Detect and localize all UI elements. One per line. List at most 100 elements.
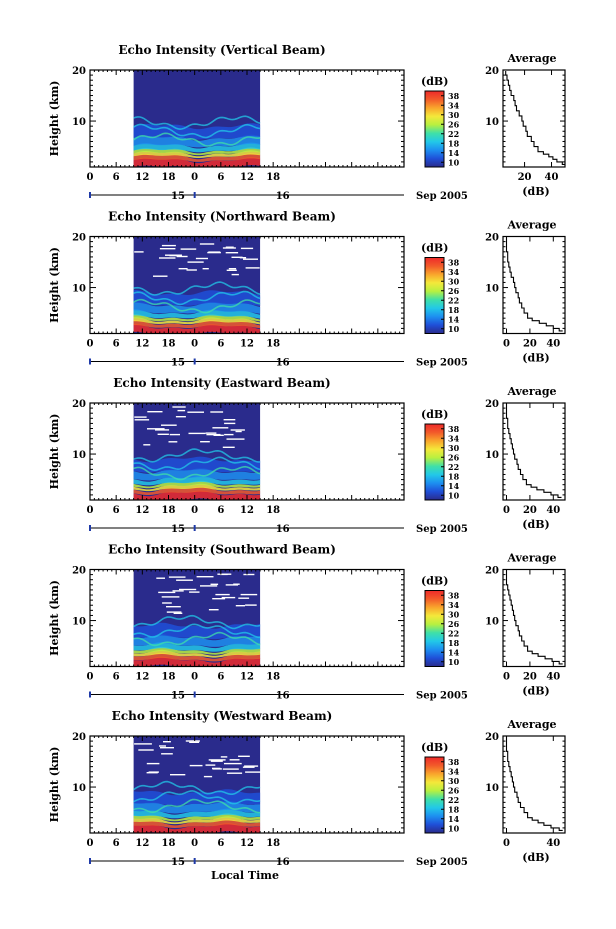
missing-data-mark: [222, 446, 235, 448]
missing-data-mark: [176, 255, 188, 258]
date-label: 16: [276, 358, 290, 369]
missing-data-mark: [238, 597, 250, 599]
x-tick-label: 12: [240, 838, 254, 849]
missing-data-mark: [134, 419, 150, 421]
missing-data-mark: [205, 432, 217, 434]
x-tick-label: 12: [135, 505, 149, 516]
date-suffix: Sep 2005: [416, 191, 468, 202]
date-label: 15: [171, 358, 185, 369]
date-label: 16: [276, 691, 290, 702]
missing-data-mark: [205, 764, 216, 766]
date-label: 15: [171, 524, 185, 535]
heatmap-layer: [133, 298, 261, 314]
missing-data-mark: [208, 609, 219, 611]
missing-data-mark: [240, 247, 254, 250]
missing-data-mark: [188, 432, 206, 435]
date-label: 16: [276, 857, 290, 868]
missing-data-mark: [199, 243, 215, 245]
heatmap-band: [133, 301, 261, 314]
x-tick-label: 6: [113, 339, 120, 350]
profile-title: Average: [506, 718, 556, 731]
profile-title: Average: [506, 385, 556, 398]
x-tick-label: 12: [135, 838, 149, 849]
profile-title: Average: [506, 219, 556, 232]
missing-data-mark: [179, 588, 197, 591]
colorbar-tick-label: 22: [448, 129, 459, 139]
profile-y-tick-label: 20: [485, 233, 499, 244]
colorbar: [424, 257, 445, 334]
profile-x-tick-label: 40: [546, 339, 560, 350]
missing-data-mark: [200, 585, 218, 587]
missing-data-mark: [226, 438, 245, 440]
missing-data-mark: [200, 441, 210, 443]
heatmap-band: [133, 147, 261, 156]
colorbar-tick-label: 26: [448, 286, 460, 296]
heatmap-band: [133, 314, 261, 322]
colorbar-tick-label: 30: [448, 609, 460, 619]
x-tick-label: 18: [266, 505, 280, 516]
heatmap-layer: [133, 123, 261, 139]
missing-data-mark: [176, 579, 193, 581]
heatmap-band: [133, 819, 261, 828]
heatmap-layer: [133, 456, 261, 472]
missing-data-mark: [245, 267, 260, 269]
missing-data-mark: [143, 444, 151, 446]
missing-data-mark: [231, 256, 243, 258]
colorbar-tick-label: 34: [448, 600, 460, 610]
heatmap-band: [133, 808, 261, 819]
missing-data-mark: [244, 765, 259, 767]
beam-panels: Echo Intensity (Vertical Beam) 10 20 Height…: [48, 43, 566, 868]
profile-frame: [502, 69, 566, 168]
profile-x-label: (dB): [522, 185, 549, 198]
heatmap-layer: [133, 290, 261, 306]
heatmap-layer: [133, 790, 261, 805]
x-tick-label: 0: [87, 339, 94, 350]
missing-data-mark: [212, 427, 229, 429]
missing-data-mark: [242, 766, 255, 768]
y-tick-label: 10: [72, 617, 86, 628]
colorbar-tick-label: 10: [448, 157, 460, 167]
heatmap-layer: [133, 448, 261, 463]
colorbar-tick-label: 38: [448, 91, 460, 101]
date-label: 16: [276, 191, 290, 202]
profile-line: [505, 570, 563, 665]
colorbar-tick-label: 38: [448, 257, 460, 267]
date-suffix: Sep 2005: [416, 524, 468, 535]
missing-data-mark: [243, 258, 258, 260]
missing-data-mark: [169, 433, 180, 436]
missing-data-mark: [189, 591, 200, 593]
x-tick-label: 0: [87, 505, 94, 516]
missing-data-mark: [161, 753, 173, 755]
heatmap-band: [133, 813, 261, 822]
heatmap-band: [133, 317, 261, 325]
missing-data-mark: [134, 416, 147, 418]
x-tick-label: 0: [87, 838, 94, 849]
missing-data-mark: [231, 273, 239, 276]
colorbar-tick-label: 38: [448, 590, 460, 600]
x-tick-label: 18: [162, 505, 176, 516]
colorbar: [424, 756, 445, 834]
colorbar-tick-label: 34: [448, 267, 460, 277]
x-tick-label: 18: [162, 838, 176, 849]
missing-data-mark: [210, 583, 219, 585]
profile-x-tick-label: 20: [523, 339, 537, 350]
heatmap-layer: [133, 281, 261, 296]
y-tick-label: 20: [72, 233, 86, 244]
missing-data-mark: [208, 759, 226, 761]
y-tick-label: 10: [72, 117, 86, 128]
missing-data-mark: [147, 411, 163, 413]
profile-x-tick-label: 0: [503, 505, 510, 516]
missing-data-mark: [235, 605, 245, 607]
profile-x-tick-label: 40: [545, 172, 559, 183]
missing-data-mark: [168, 441, 178, 443]
missing-data-mark: [158, 591, 176, 594]
missing-data-mark: [245, 604, 257, 606]
missing-data-mark: [161, 424, 177, 426]
colorbar-tick-label: 14: [448, 148, 460, 158]
missing-data-mark: [196, 576, 214, 578]
colorbar-tick-label: 18: [448, 804, 460, 814]
profile-line: [505, 237, 563, 332]
panel-title: Echo Intensity (Westward Beam): [112, 709, 333, 723]
colorbar-unit: (dB): [421, 408, 448, 421]
